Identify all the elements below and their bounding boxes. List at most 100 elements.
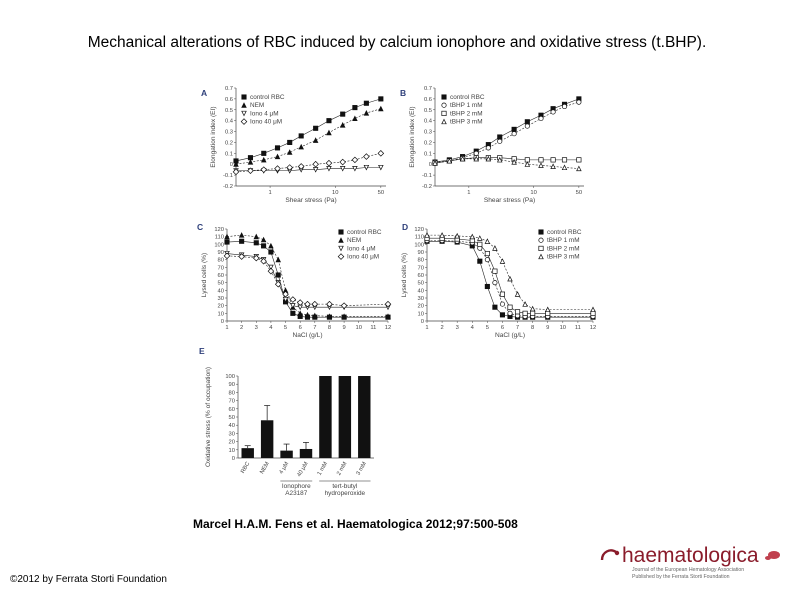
data-point bbox=[268, 242, 274, 249]
y-tick-label: 0.4 bbox=[225, 119, 234, 125]
data-point bbox=[339, 158, 346, 166]
data-point bbox=[224, 233, 230, 240]
data-point bbox=[247, 159, 254, 165]
y-tick-label: 60 bbox=[418, 273, 424, 279]
y-tick-label: 90 bbox=[418, 250, 424, 256]
data-point bbox=[297, 310, 303, 316]
legend-marker bbox=[241, 102, 247, 108]
x-axis-title: NaCl (g/L) bbox=[495, 332, 525, 339]
x-tick-label: 8 bbox=[531, 325, 534, 331]
group-label: Ionophore bbox=[282, 483, 311, 490]
legend-marker bbox=[538, 245, 544, 251]
bar bbox=[338, 376, 352, 458]
panel-label: D bbox=[402, 222, 408, 232]
y-tick-label: 110 bbox=[415, 235, 424, 241]
y-tick-label: 80 bbox=[418, 258, 424, 264]
y-tick-label: 30 bbox=[218, 296, 224, 302]
y-tick-label: 0.3 bbox=[424, 130, 432, 136]
y-tick-label: 0.1 bbox=[225, 151, 233, 157]
haematologica-logo[interactable]: haematologica Journal of the European He… bbox=[596, 540, 786, 582]
legend-label: NEM bbox=[250, 102, 264, 109]
data-point bbox=[454, 232, 460, 239]
data-point bbox=[492, 304, 498, 310]
data-point bbox=[261, 156, 267, 163]
panel-e: E 0 10 20 30 40 50 60 70 80 90 100 Oxidative stress … bbox=[199, 346, 374, 497]
x-tick-label: 6 bbox=[501, 325, 504, 331]
x-axis-title: NaCl (g/L) bbox=[292, 332, 322, 339]
y-tick-label: 110 bbox=[215, 235, 224, 241]
y-tick-label: 0.3 bbox=[225, 130, 233, 136]
data-point bbox=[507, 304, 513, 310]
data-point bbox=[514, 291, 521, 297]
data-point bbox=[507, 310, 513, 316]
data-point bbox=[289, 296, 297, 303]
x-axis-title: Shear stress (Pa) bbox=[285, 197, 336, 204]
data-point bbox=[238, 232, 245, 238]
data-point bbox=[275, 272, 281, 278]
y-tick-label: 50 bbox=[229, 415, 235, 421]
category-label: 2 mM bbox=[336, 461, 349, 477]
data-point bbox=[351, 156, 359, 164]
y-tick-label: 40 bbox=[218, 288, 224, 294]
data-point bbox=[326, 129, 332, 136]
data-point bbox=[378, 96, 384, 102]
x-tick-label: 1 bbox=[268, 190, 271, 196]
legend-marker bbox=[337, 253, 345, 260]
data-point bbox=[238, 253, 245, 260]
data-point bbox=[384, 300, 392, 308]
data-point bbox=[439, 232, 445, 238]
data-point bbox=[576, 99, 582, 105]
y-tick-label: 0.6 bbox=[424, 97, 432, 103]
x-tick-label: 5 bbox=[284, 325, 287, 331]
category-label: 40 μM bbox=[296, 461, 309, 478]
data-point bbox=[499, 312, 506, 318]
series-line bbox=[235, 153, 381, 173]
data-point bbox=[492, 280, 498, 286]
legend-label: tBHP 1 mM bbox=[547, 237, 580, 244]
data-point bbox=[313, 125, 319, 131]
x-tick-label: 3 bbox=[456, 325, 459, 331]
category-label: 1 mM bbox=[317, 461, 330, 477]
legend-marker bbox=[441, 94, 447, 100]
data-point bbox=[352, 105, 358, 111]
data-point bbox=[497, 138, 503, 144]
legend-label: tBHP 2 mM bbox=[547, 245, 580, 252]
legend-marker bbox=[441, 118, 447, 125]
y-tick-label: 100 bbox=[214, 242, 224, 248]
legend-label: tBHP 2 mM bbox=[450, 110, 483, 117]
y-axis-title: Lysed cells (%) bbox=[201, 253, 208, 297]
data-point bbox=[326, 313, 333, 319]
x-tick-label: 6 bbox=[299, 325, 302, 331]
data-point bbox=[446, 157, 453, 164]
x-tick-label: 7 bbox=[313, 325, 316, 331]
series-line bbox=[226, 255, 389, 306]
data-point bbox=[473, 155, 480, 162]
panel-label: E bbox=[199, 346, 205, 356]
x-tick-label: 2 bbox=[440, 325, 443, 331]
y-tick-label: 120 bbox=[414, 227, 424, 233]
legend-marker bbox=[538, 229, 544, 235]
x-tick-label: 9 bbox=[546, 325, 549, 331]
y-tick-label: 40 bbox=[229, 423, 235, 429]
data-point bbox=[326, 300, 333, 308]
y-tick-label: 0 bbox=[421, 319, 424, 325]
data-point bbox=[260, 166, 268, 173]
x-tick-label: 1 bbox=[467, 190, 470, 196]
data-point bbox=[576, 165, 582, 172]
group-label: tert-butyl bbox=[332, 483, 357, 490]
x-tick-label: 12 bbox=[590, 325, 596, 331]
data-point bbox=[339, 166, 346, 172]
data-point bbox=[282, 290, 289, 298]
x-tick-label: 3 bbox=[255, 325, 258, 331]
bar bbox=[241, 448, 254, 458]
data-point bbox=[267, 267, 275, 275]
y-tick-label: 120 bbox=[214, 227, 224, 233]
data-point bbox=[298, 143, 304, 150]
data-point bbox=[363, 100, 369, 106]
data-point bbox=[544, 306, 551, 313]
data-point bbox=[550, 163, 556, 169]
y-tick-label: 0.2 bbox=[225, 140, 233, 146]
slide-title: Mechanical alterations of RBC induced by… bbox=[87, 34, 707, 51]
data-point bbox=[469, 233, 476, 240]
